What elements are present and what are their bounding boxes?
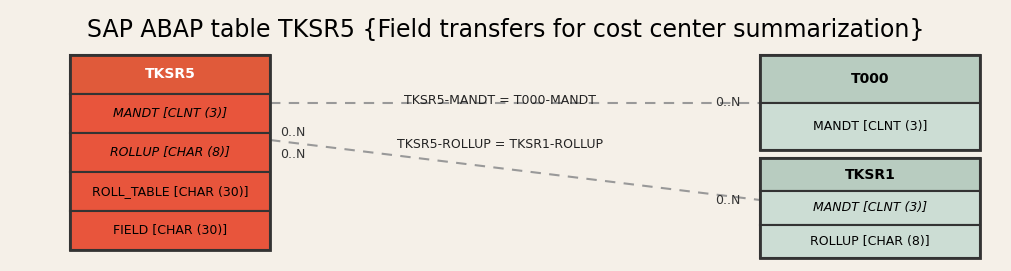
Text: MANDT [CLNT (3)]: MANDT [CLNT (3)] (813, 202, 927, 215)
Text: T000: T000 (850, 72, 890, 86)
Bar (760, 225, 980, 258)
Text: SAP ABAP table TKSR5 {Field transfers for cost center summarization}: SAP ABAP table TKSR5 {Field transfers fo… (87, 18, 924, 42)
Text: FIELD [CHAR (30)]: FIELD [CHAR (30)] (113, 224, 227, 237)
Text: TKSR5-MANDT = T000-MANDT: TKSR5-MANDT = T000-MANDT (404, 93, 596, 107)
Bar (70, 55, 270, 250)
Bar (760, 55, 980, 102)
Text: ROLLUP [CHAR (8)]: ROLLUP [CHAR (8)] (110, 146, 229, 159)
Text: ROLL_TABLE [CHAR (30)]: ROLL_TABLE [CHAR (30)] (92, 185, 249, 198)
Text: MANDT [CLNT (3)]: MANDT [CLNT (3)] (113, 107, 227, 120)
Text: 0..N: 0..N (280, 149, 305, 162)
Bar (70, 211, 270, 250)
Bar (70, 94, 270, 133)
Text: ROLLUP [CHAR (8)]: ROLLUP [CHAR (8)] (810, 235, 930, 248)
Bar (70, 133, 270, 172)
Text: TKSR1: TKSR1 (844, 168, 896, 182)
Bar (760, 158, 980, 191)
Bar (70, 55, 270, 94)
Text: MANDT [CLNT (3)]: MANDT [CLNT (3)] (813, 120, 927, 133)
Text: TKSR5: TKSR5 (145, 67, 195, 82)
Bar (760, 158, 980, 258)
Text: 0..N: 0..N (715, 193, 740, 207)
Bar (760, 55, 980, 150)
Text: 0..N: 0..N (280, 127, 305, 140)
Bar (760, 191, 980, 225)
Text: 0..N: 0..N (715, 96, 740, 109)
Bar (760, 102, 980, 150)
Text: TKSR5-ROLLUP = TKSR1-ROLLUP: TKSR5-ROLLUP = TKSR1-ROLLUP (397, 138, 603, 151)
Bar (70, 172, 270, 211)
